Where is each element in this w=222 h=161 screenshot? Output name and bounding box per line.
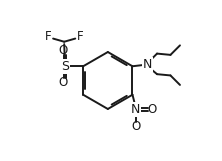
Text: N: N [143,58,152,71]
Text: F: F [45,30,52,43]
Text: O: O [148,103,157,116]
Text: S: S [61,60,69,73]
Text: O: O [131,120,140,133]
Text: F: F [77,30,83,43]
Text: O: O [59,76,68,89]
Text: O: O [59,44,68,57]
Text: N: N [131,103,140,116]
